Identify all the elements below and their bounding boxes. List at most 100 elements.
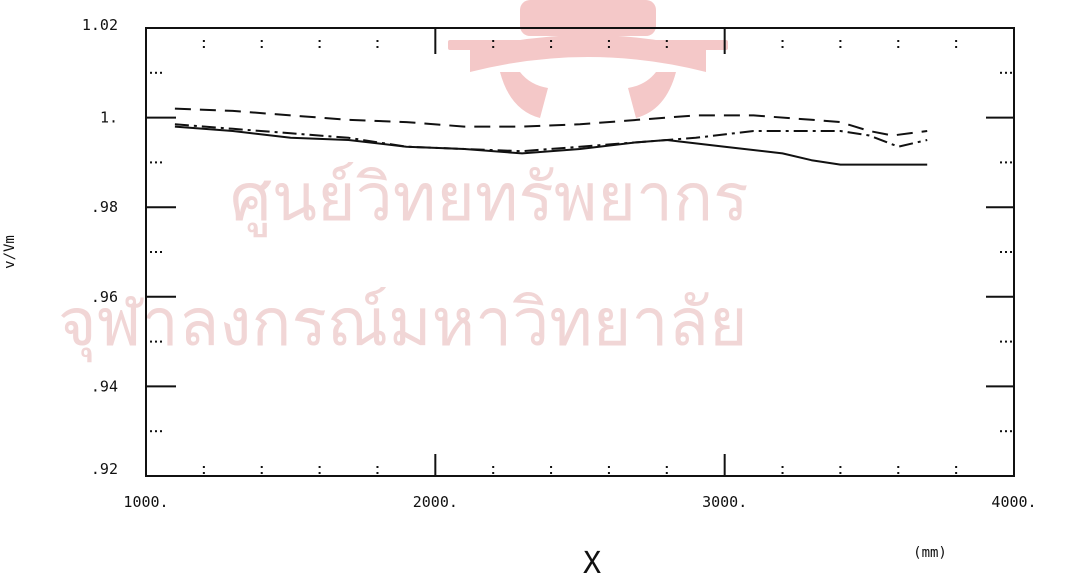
plot-frame (145, 27, 1015, 477)
x-minor-tick-bottom (376, 466, 379, 468)
x-minor-tick-bottom (376, 472, 379, 474)
x-minor-tick-top (897, 46, 900, 48)
x-minor-tick-top (550, 40, 553, 42)
x-minor-tick-top (839, 40, 842, 42)
y-minor-tick-right (1000, 430, 1002, 433)
x-tick-label: 3000. (702, 493, 747, 511)
y-minor-tick-right (1010, 340, 1012, 343)
x-minor-tick-top (376, 46, 379, 48)
y-minor-tick-left (160, 71, 162, 74)
y-minor-tick-left (150, 251, 152, 253)
x-minor-tick-top (955, 40, 958, 42)
x-minor-tick-top (260, 40, 263, 42)
y-minor-tick-left (160, 340, 162, 343)
x-minor-tick-top (550, 46, 553, 48)
x-minor-tick-bottom (665, 472, 668, 474)
y-minor-tick-left (155, 430, 157, 433)
x-minor-tick-bottom (202, 472, 205, 474)
x-axis-label: X (583, 546, 601, 577)
y-tick-label: .98 (91, 198, 118, 216)
x-minor-tick-top (665, 46, 668, 48)
x-axis-unit: (mm) (913, 545, 947, 561)
x-minor-tick-top (665, 40, 668, 42)
y-minor-tick-left (160, 430, 162, 433)
y-tick-label: .94 (91, 377, 118, 395)
x-axis-ticks: 1000. 2000. 3000. 4000. (123, 28, 1037, 511)
x-minor-tick-bottom (318, 472, 321, 474)
x-minor-tick-bottom (260, 466, 263, 468)
series-line-dash-dot (174, 123, 928, 153)
x-minor-tick-top (839, 46, 842, 48)
x-minor-tick-bottom (318, 466, 321, 468)
y-minor-tick-right (1005, 71, 1007, 74)
x-minor-tick-top (260, 46, 263, 48)
series-line-dashed (174, 107, 928, 137)
x-minor-tick-bottom (665, 466, 668, 468)
y-minor-tick-left (155, 251, 157, 253)
x-minor-tick-bottom (202, 466, 205, 468)
x-minor-tick-bottom (492, 466, 495, 468)
y-axis-ticks: .92 .94 .96 .98 1. 1.02 (82, 16, 1014, 478)
y-minor-tick-left (155, 340, 157, 343)
y-minor-tick-right (1010, 71, 1012, 74)
x-minor-tick-bottom (492, 472, 495, 474)
x-minor-tick-top (607, 40, 610, 42)
x-minor-tick-top (492, 40, 495, 42)
x-minor-tick-bottom (897, 472, 900, 474)
x-minor-tick-top (202, 46, 205, 48)
x-minor-tick-bottom (607, 472, 610, 474)
y-tick-label: .96 (91, 288, 118, 306)
x-minor-tick-bottom (839, 466, 842, 468)
x-minor-tick-bottom (781, 466, 784, 468)
x-tick-label: 4000. (991, 493, 1036, 511)
x-minor-tick-bottom (839, 472, 842, 474)
x-minor-tick-top (492, 46, 495, 48)
x-minor-tick-top (318, 46, 321, 48)
x-minor-tick-top (897, 40, 900, 42)
x-minor-tick-top (781, 46, 784, 48)
x-minor-tick-bottom (897, 466, 900, 468)
y-minor-tick-right (1005, 251, 1007, 253)
y-axis-label: v/Vm (2, 235, 18, 269)
y-minor-tick-right (1000, 251, 1002, 253)
y-minor-tick-left (155, 71, 157, 74)
x-minor-tick-bottom (260, 472, 263, 474)
x-minor-tick-top (781, 40, 784, 42)
y-minor-tick-left (160, 251, 162, 253)
y-minor-tick-right (1000, 161, 1002, 164)
x-minor-tick-top (202, 40, 205, 42)
y-minor-tick-right (1005, 161, 1007, 164)
y-minor-tick-left (150, 430, 152, 433)
x-minor-tick-top (607, 46, 610, 48)
x-minor-tick-bottom (955, 466, 958, 468)
x-minor-tick-bottom (955, 472, 958, 474)
x-minor-tick-top (955, 46, 958, 48)
y-minor-tick-right (1010, 430, 1012, 433)
minor-tick-dots (150, 40, 1012, 474)
y-minor-tick-right (1005, 340, 1007, 343)
y-minor-tick-left (160, 161, 162, 164)
y-minor-tick-right (1010, 161, 1012, 164)
x-minor-tick-bottom (550, 472, 553, 474)
y-minor-tick-left (155, 161, 157, 164)
y-tick-label: .92 (91, 460, 118, 478)
y-minor-tick-right (1000, 340, 1002, 343)
y-tick-label: 1. (100, 109, 118, 127)
series-line-solid (174, 125, 928, 166)
y-minor-tick-right (1000, 71, 1002, 74)
x-minor-tick-top (318, 40, 321, 42)
y-minor-tick-left (150, 340, 152, 343)
x-minor-tick-bottom (781, 472, 784, 474)
y-minor-tick-right (1005, 430, 1007, 433)
y-tick-label: 1.02 (82, 16, 118, 34)
x-minor-tick-top (376, 40, 379, 42)
x-tick-label: 2000. (413, 493, 458, 511)
y-minor-tick-left (150, 71, 152, 74)
watermark-seal (448, 0, 728, 118)
x-tick-label: 1000. (123, 493, 168, 511)
x-minor-tick-bottom (607, 466, 610, 468)
series-lines (174, 107, 928, 166)
y-minor-tick-right (1010, 251, 1012, 253)
y-minor-tick-left (150, 161, 152, 164)
